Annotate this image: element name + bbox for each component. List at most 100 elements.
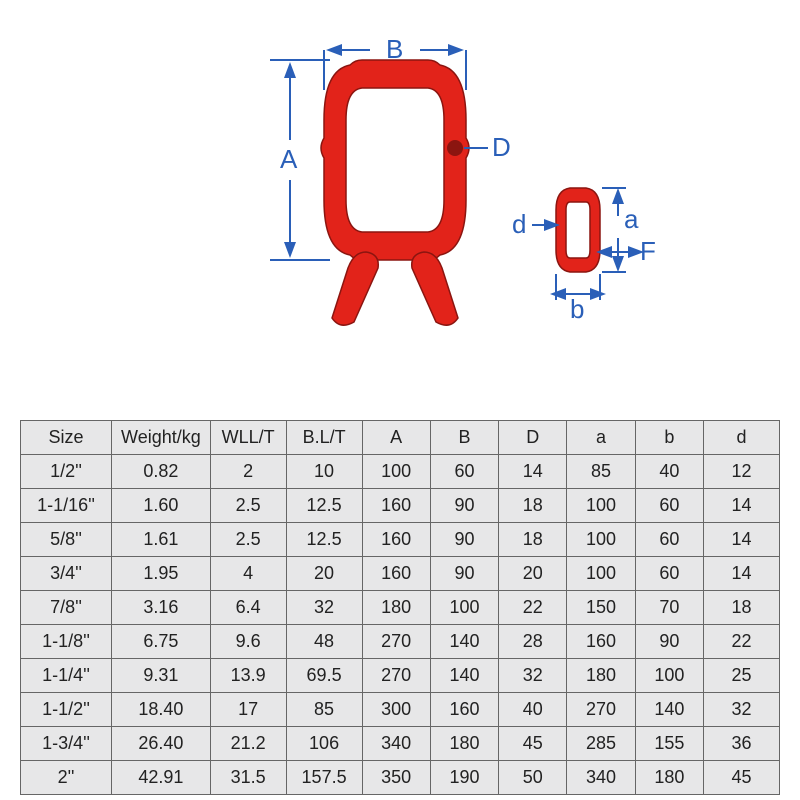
table-cell: 32 [286, 591, 362, 625]
table-cell: 9.6 [210, 625, 286, 659]
table-cell: 18 [704, 591, 780, 625]
table-cell: 48 [286, 625, 362, 659]
table-cell: 340 [567, 761, 635, 795]
table-cell: 0.82 [112, 455, 211, 489]
table-cell: 1.60 [112, 489, 211, 523]
table-cell: 1-1/8'' [21, 625, 112, 659]
dimension-a-small: a [602, 188, 639, 272]
table-cell: 100 [430, 591, 498, 625]
table-cell: 160 [362, 489, 430, 523]
table-cell: 180 [567, 659, 635, 693]
svg-text:d: d [512, 209, 526, 239]
table-cell: 50 [499, 761, 567, 795]
table-cell: 2.5 [210, 523, 286, 557]
table-row: 1-1/2''18.4017853001604027014032 [21, 693, 780, 727]
table-cell: 6.75 [112, 625, 211, 659]
table-row: 3/4''1.9542016090201006014 [21, 557, 780, 591]
column-header: a [567, 421, 635, 455]
spec-table: SizeWeight/kgWLL/TB.L/TABDabd 1/2''0.822… [20, 420, 780, 795]
table-cell: 12.5 [286, 523, 362, 557]
table-cell: 160 [430, 693, 498, 727]
column-header: D [499, 421, 567, 455]
table-row: 7/8''3.166.432180100221507018 [21, 591, 780, 625]
sub-link-icon [556, 188, 600, 272]
table-row: 1/2''0.822101006014854012 [21, 455, 780, 489]
table-cell: 28 [499, 625, 567, 659]
table-cell: 1-1/4'' [21, 659, 112, 693]
svg-text:B: B [386, 34, 403, 64]
table-cell: 90 [430, 557, 498, 591]
table-cell: 160 [362, 523, 430, 557]
dimension-diagram: B A D d a [20, 20, 780, 360]
table-cell: 100 [567, 557, 635, 591]
table-cell: 13.9 [210, 659, 286, 693]
table-cell: 100 [567, 523, 635, 557]
table-cell: 180 [430, 727, 498, 761]
table-cell: 285 [567, 727, 635, 761]
table-cell: 2.5 [210, 489, 286, 523]
table-row: 1-3/4''26.4021.21063401804528515536 [21, 727, 780, 761]
table-cell: 350 [362, 761, 430, 795]
table-cell: 5/8'' [21, 523, 112, 557]
table-cell: 60 [635, 489, 703, 523]
column-header: d [704, 421, 780, 455]
table-cell: 14 [704, 557, 780, 591]
table-row: 1-1/16''1.602.512.516090181006014 [21, 489, 780, 523]
table-cell: 270 [362, 659, 430, 693]
table-cell: 14 [704, 523, 780, 557]
table-cell: 10 [286, 455, 362, 489]
table-cell: 70 [635, 591, 703, 625]
table-cell: 157.5 [286, 761, 362, 795]
table-cell: 20 [286, 557, 362, 591]
table-cell: 40 [635, 455, 703, 489]
table-cell: 60 [635, 557, 703, 591]
table-cell: 1-1/16'' [21, 489, 112, 523]
table-cell: 90 [430, 523, 498, 557]
dimension-d-small: d [512, 209, 554, 239]
table-row: 1-1/8''6.759.648270140281609022 [21, 625, 780, 659]
column-header: B.L/T [286, 421, 362, 455]
main-link-icon [321, 60, 469, 325]
table-cell: 12.5 [286, 489, 362, 523]
table-cell: 1.61 [112, 523, 211, 557]
table-cell: 3/4'' [21, 557, 112, 591]
table-cell: 90 [635, 625, 703, 659]
dimension-b-small: b [556, 274, 600, 324]
table-cell: 18 [499, 523, 567, 557]
svg-text:D: D [492, 132, 511, 162]
column-header: WLL/T [210, 421, 286, 455]
table-cell: 18 [499, 489, 567, 523]
table-cell: 180 [362, 591, 430, 625]
table-cell: 36 [704, 727, 780, 761]
table-cell: 150 [567, 591, 635, 625]
table-cell: 85 [567, 455, 635, 489]
svg-text:b: b [570, 294, 584, 324]
table-row: 2''42.9131.5157.53501905034018045 [21, 761, 780, 795]
table-cell: 25 [704, 659, 780, 693]
dimension-A: A [270, 60, 330, 260]
table-cell: 32 [704, 693, 780, 727]
table-cell: 42.91 [112, 761, 211, 795]
table-cell: 9.31 [112, 659, 211, 693]
table-cell: 85 [286, 693, 362, 727]
table-cell: 3.16 [112, 591, 211, 625]
table-cell: 1-1/2'' [21, 693, 112, 727]
svg-text:A: A [280, 144, 298, 174]
table-cell: 22 [499, 591, 567, 625]
table-cell: 100 [635, 659, 703, 693]
table-cell: 1/2'' [21, 455, 112, 489]
table-cell: 12 [704, 455, 780, 489]
table-cell: 340 [362, 727, 430, 761]
table-cell: 60 [635, 523, 703, 557]
column-header: b [635, 421, 703, 455]
table-row: 1-1/4''9.3113.969.52701403218010025 [21, 659, 780, 693]
table-cell: 2 [210, 455, 286, 489]
svg-text:a: a [624, 204, 639, 234]
table-cell: 21.2 [210, 727, 286, 761]
table-cell: 100 [567, 489, 635, 523]
table-cell: 155 [635, 727, 703, 761]
column-header: A [362, 421, 430, 455]
table-cell: 45 [704, 761, 780, 795]
table-row: 5/8''1.612.512.516090181006014 [21, 523, 780, 557]
table-cell: 60 [430, 455, 498, 489]
